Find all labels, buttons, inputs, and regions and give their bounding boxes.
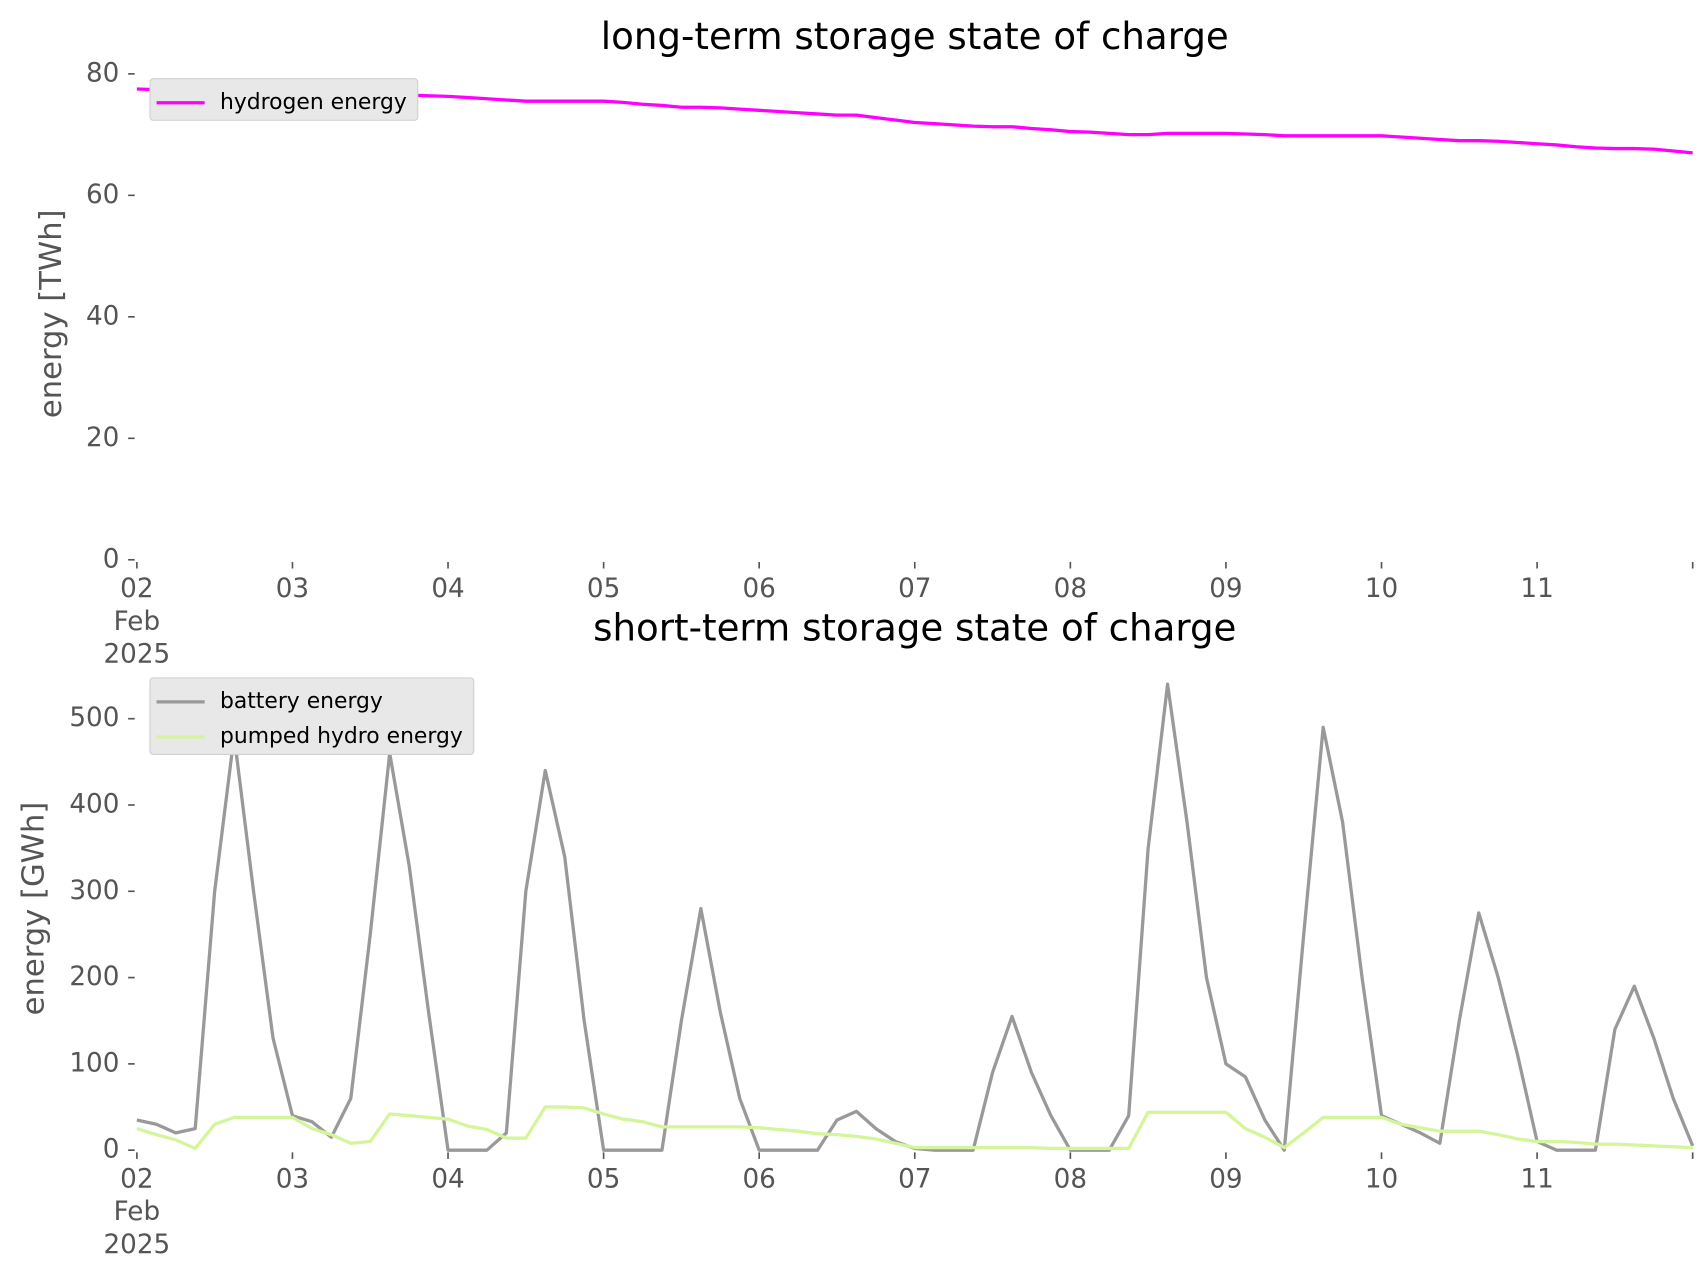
- legend-label: hydrogen energy: [220, 90, 407, 115]
- x-tick-label: 02 Feb 2025: [104, 574, 171, 670]
- x-tick-label: 04: [431, 574, 464, 604]
- x-tick-label: 09: [1209, 574, 1242, 604]
- x-tick-label: 07: [898, 574, 931, 604]
- legend: hydrogen energy: [149, 78, 419, 121]
- legend-box: [149, 78, 419, 121]
- x-tick-label: 03: [276, 574, 309, 604]
- x-tick-label: 11: [1520, 1164, 1553, 1194]
- x-tick-label: 11: [1520, 574, 1553, 604]
- y-tick-label: 100: [69, 1048, 119, 1078]
- x-tick-label: 10: [1365, 1164, 1398, 1194]
- x-tick-label-line: 2025: [104, 1230, 171, 1260]
- legend-label: pumped hydro energy: [220, 724, 463, 749]
- legend-box: [149, 677, 475, 755]
- x-tick-label-line: 02: [120, 1164, 153, 1194]
- y-tick-label: 0: [103, 1135, 120, 1165]
- y-tick-label: 20: [86, 423, 119, 453]
- x-tick-label-line: 2025: [104, 640, 171, 670]
- y-tick-label: 400: [69, 789, 119, 819]
- x-tick-label-line: Feb: [114, 607, 160, 637]
- x-tick-label: 04: [431, 1164, 464, 1194]
- chart-title: short-term storage state of charge: [593, 605, 1236, 649]
- chart-title: long-term storage state of charge: [601, 14, 1229, 58]
- x-tick-label-line: Feb: [114, 1197, 160, 1227]
- y-tick-label: 80: [86, 58, 119, 88]
- y-tick-label: 300: [69, 876, 119, 906]
- x-tick-label: 07: [898, 1164, 931, 1194]
- y-tick-label: 0: [103, 544, 120, 574]
- y-axis-label: energy [GWh]: [17, 802, 52, 1016]
- x-tick-label: 06: [743, 1164, 776, 1194]
- x-tick-label: 08: [1054, 574, 1087, 604]
- y-tick-label: 200: [69, 962, 119, 992]
- legend: battery energy pumped hydro energy: [149, 677, 475, 755]
- x-tick-label: 02 Feb 2025: [104, 1164, 171, 1260]
- y-tick-label: 500: [69, 703, 119, 733]
- y-tick-label: 60: [86, 180, 119, 210]
- series-line: [136, 1105, 1693, 1151]
- x-tick-label: 09: [1209, 1164, 1242, 1194]
- x-tick-label: 03: [276, 1164, 309, 1194]
- x-tick-label: 05: [587, 574, 620, 604]
- y-tick-label: 40: [86, 301, 119, 331]
- x-tick-label: 05: [587, 1164, 620, 1194]
- x-tick-label: 10: [1365, 574, 1398, 604]
- x-tick-label: 08: [1054, 1164, 1087, 1194]
- y-axis-label: energy [TWh]: [34, 209, 69, 418]
- x-tick-label-line: 02: [120, 574, 153, 604]
- x-tick-label: 06: [743, 574, 776, 604]
- legend-label: battery energy: [220, 689, 383, 714]
